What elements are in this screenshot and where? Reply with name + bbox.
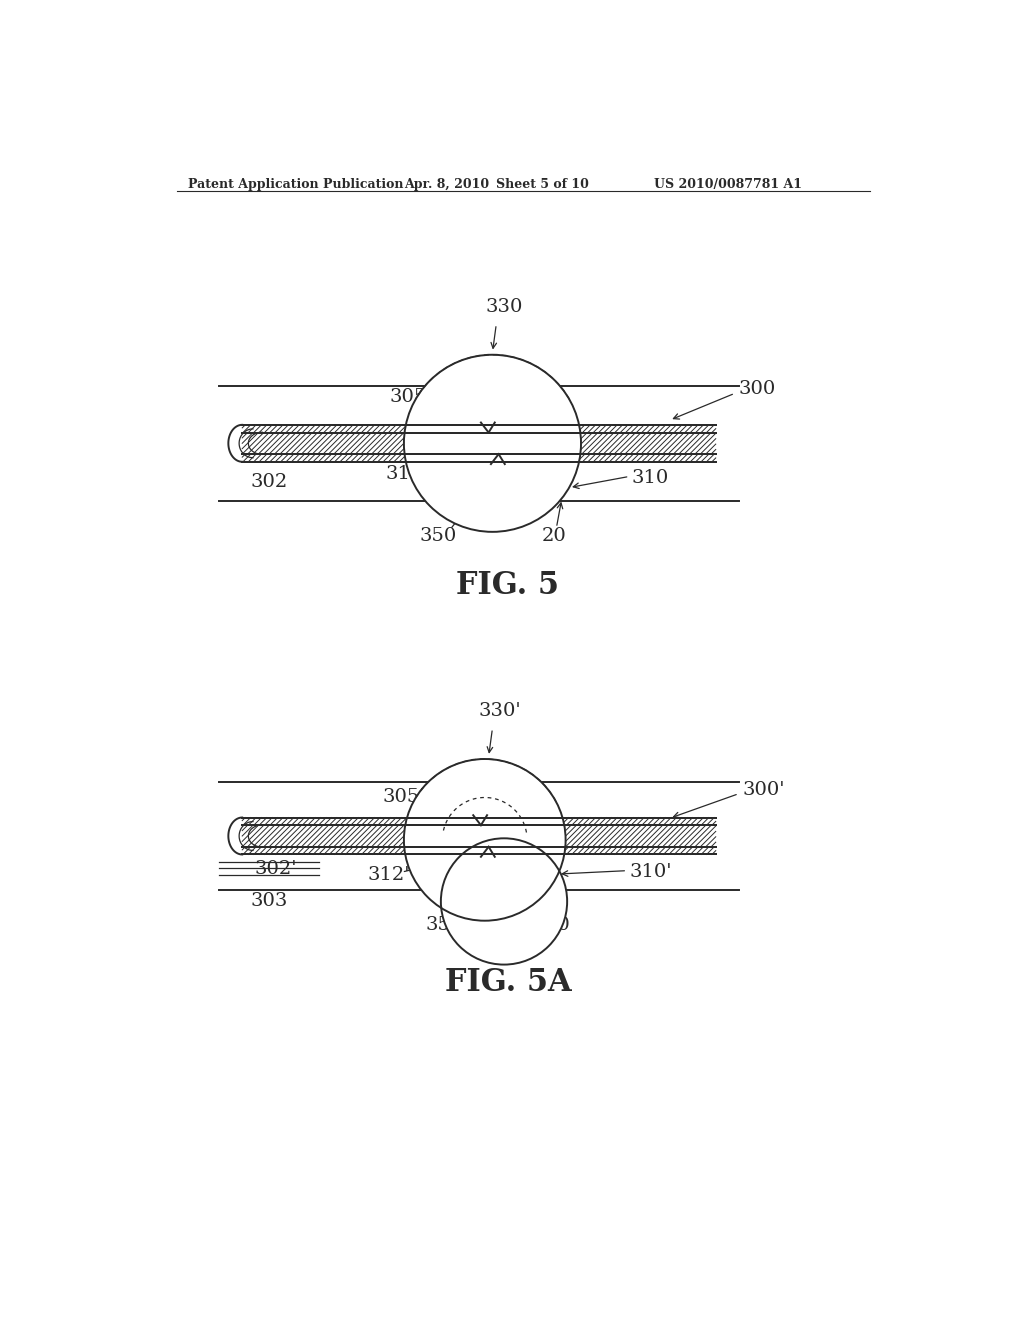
Text: 20: 20	[546, 916, 570, 933]
Text: 312: 312	[385, 465, 423, 483]
Text: 303: 303	[251, 892, 288, 911]
Circle shape	[441, 838, 566, 964]
Circle shape	[404, 759, 565, 920]
Text: Patent Application Publication: Patent Application Publication	[188, 178, 403, 190]
Text: 300': 300'	[742, 781, 785, 799]
Circle shape	[404, 355, 581, 532]
Text: Apr. 8, 2010: Apr. 8, 2010	[403, 178, 489, 190]
Text: 313: 313	[505, 904, 542, 921]
Text: 350': 350'	[425, 916, 468, 933]
Text: Sheet 5 of 10: Sheet 5 of 10	[497, 178, 589, 190]
Text: 305: 305	[389, 388, 426, 407]
Text: 310': 310'	[630, 863, 672, 882]
Text: 20: 20	[542, 527, 566, 545]
Circle shape	[441, 838, 566, 964]
Bar	[243, 817, 716, 854]
Circle shape	[404, 759, 565, 920]
Circle shape	[404, 759, 565, 920]
Text: 310: 310	[631, 469, 669, 487]
Text: 312': 312'	[368, 866, 410, 883]
Text: 302: 302	[251, 473, 288, 491]
Text: US 2010/0087781 A1: US 2010/0087781 A1	[654, 178, 802, 190]
Bar	[243, 425, 716, 462]
Text: 300: 300	[739, 380, 776, 399]
Text: 311: 311	[509, 809, 546, 828]
Circle shape	[404, 355, 581, 532]
Text: 350: 350	[420, 527, 457, 545]
Text: 330: 330	[485, 298, 522, 317]
Text: FIG. 5A: FIG. 5A	[444, 966, 571, 998]
Text: 330': 330'	[479, 702, 521, 721]
Text: 302': 302'	[254, 861, 297, 878]
Text: 305': 305'	[383, 788, 425, 807]
Text: FIG. 5: FIG. 5	[457, 570, 559, 601]
